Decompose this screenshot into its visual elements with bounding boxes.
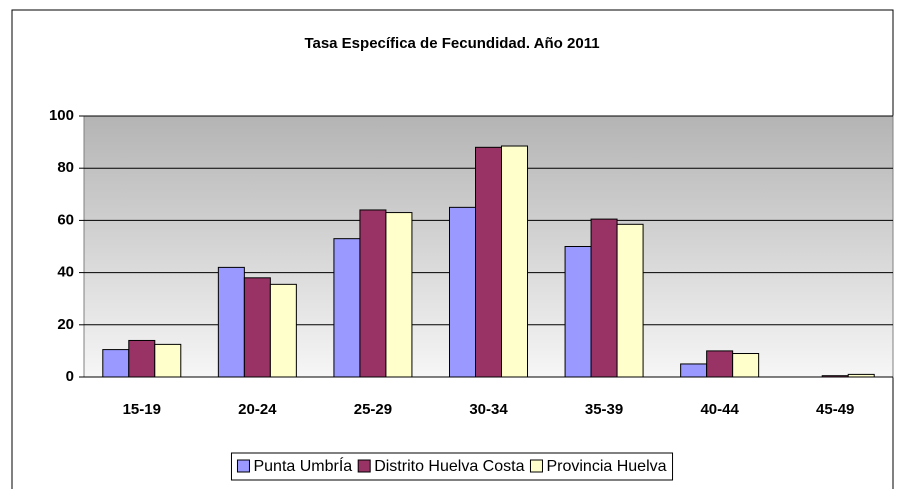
bar [616, 223, 644, 378]
legend-swatch [357, 459, 371, 473]
legend-label: Distrito Huelva Costa [374, 458, 524, 475]
bar [359, 209, 387, 378]
y-tick-label: 0 [66, 368, 74, 385]
bar [706, 350, 734, 378]
bar [475, 146, 502, 378]
bar [680, 363, 708, 378]
y-tick-label: 100 [49, 107, 74, 124]
y-tick-label: 60 [57, 211, 74, 228]
x-tick-label: 25-29 [354, 401, 392, 418]
x-tick-label: 35-39 [585, 401, 623, 418]
legend-swatch [529, 459, 543, 473]
chart-title: Tasa Específica de Fecundidad. Año 2011 [304, 35, 599, 52]
legend-box [230, 452, 674, 481]
bar [449, 206, 476, 378]
y-tick-label: 40 [57, 264, 74, 281]
bar [102, 349, 130, 378]
bar [217, 266, 245, 378]
y-tick-label: 80 [57, 159, 74, 176]
bar [385, 212, 413, 378]
x-tick-label: 30-34 [469, 401, 508, 418]
bar [154, 343, 182, 378]
legend-label: Punta UmbrÍa [253, 456, 352, 475]
x-tick-label: 40-44 [700, 401, 739, 418]
legend-swatch [236, 459, 250, 473]
bar [564, 246, 592, 378]
bar [269, 283, 297, 378]
bar [732, 353, 760, 378]
bar [501, 145, 528, 378]
bar [333, 238, 361, 378]
legend-label: Provincia Huelva [546, 458, 666, 475]
bar [128, 339, 156, 378]
x-tick-label: 45-49 [816, 401, 854, 418]
x-tick-label: 20-24 [238, 401, 277, 418]
bar [590, 218, 618, 378]
bar [243, 277, 271, 378]
y-tick-label: 20 [57, 316, 74, 333]
x-tick-label: 15-19 [123, 401, 161, 418]
